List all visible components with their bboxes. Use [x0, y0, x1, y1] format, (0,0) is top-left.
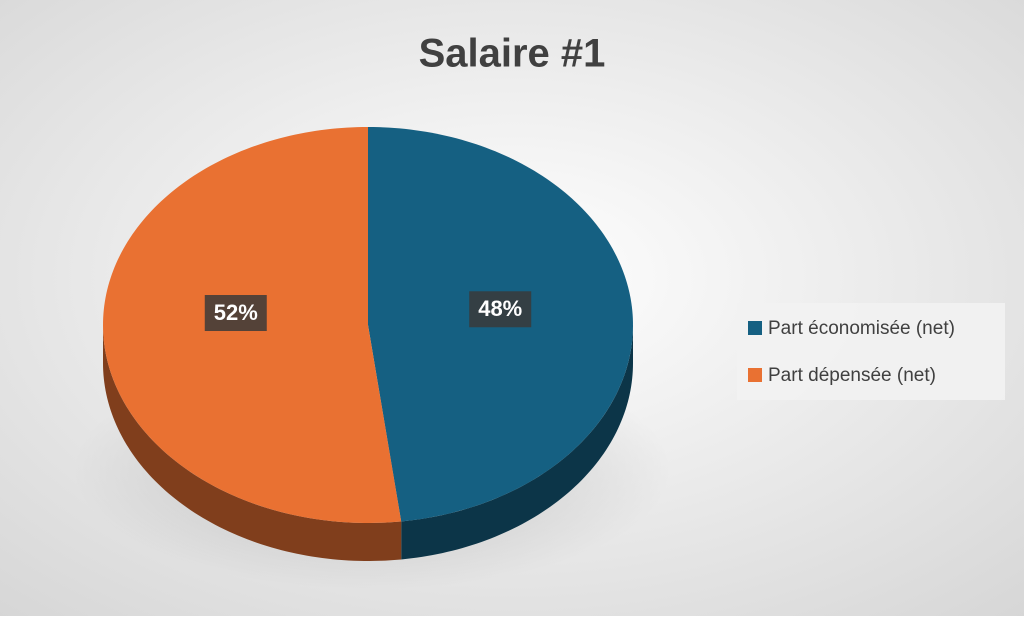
- slice-side: [401, 325, 633, 560]
- data-label-box: [204, 295, 267, 332]
- data-label: 52%: [214, 300, 258, 325]
- legend-label: Part économisée (net): [768, 318, 955, 339]
- data-label: 48%: [478, 296, 522, 321]
- legend-swatch: [748, 368, 762, 382]
- legend-swatch: [748, 321, 762, 335]
- chart-title: Salaire #1: [419, 32, 606, 76]
- legend-label: Part dépensée (net): [768, 365, 936, 386]
- legend-box: [737, 303, 1005, 400]
- slice-side: [103, 325, 402, 561]
- data-label-box: [469, 291, 532, 328]
